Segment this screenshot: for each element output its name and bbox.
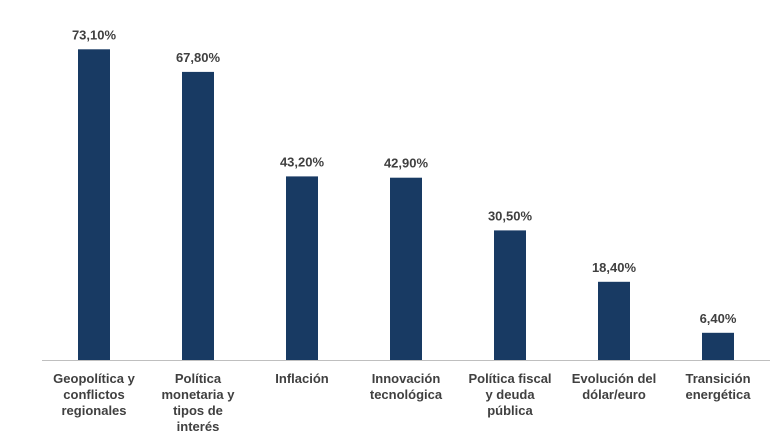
category-label-4-line-2: pública bbox=[487, 403, 533, 418]
category-label-0-line-0: Geopolítica y bbox=[53, 371, 135, 386]
value-label-4: 30,50% bbox=[488, 208, 533, 223]
category-label-5-line-1: dólar/euro bbox=[582, 387, 646, 402]
value-label-2: 43,20% bbox=[280, 154, 325, 169]
category-label-0-line-2: regionales bbox=[61, 403, 126, 418]
value-label-1: 67,80% bbox=[176, 50, 221, 65]
bar-6 bbox=[702, 332, 734, 360]
category-label-1-line-2: tipos de bbox=[173, 403, 223, 418]
bar-3 bbox=[390, 177, 422, 360]
category-label-6-line-0: Transición bbox=[685, 371, 750, 386]
category-label-4-line-0: Política fiscal bbox=[468, 371, 551, 386]
value-label-5: 18,40% bbox=[592, 260, 637, 275]
category-label-2: Inflación bbox=[275, 371, 329, 386]
bar-5 bbox=[598, 281, 630, 360]
category-label-6: Transición energética bbox=[685, 371, 751, 402]
category-label-3: Innovación tecnológica bbox=[370, 371, 443, 402]
value-label-0: 73,10% bbox=[72, 27, 117, 42]
category-label-0: Geopolítica y conflictos regionales bbox=[53, 371, 135, 418]
category-label-1-line-1: monetaria y bbox=[162, 387, 236, 402]
bar-2 bbox=[286, 176, 318, 360]
category-label-4-line-1: y deuda bbox=[485, 387, 535, 402]
category-label-3-line-0: Innovación bbox=[372, 371, 441, 386]
category-label-6-line-1: energética bbox=[685, 387, 751, 402]
category-label-1-line-3: interés bbox=[177, 419, 220, 434]
bars-group bbox=[78, 49, 734, 361]
category-label-5: Evolución del dólar/euro bbox=[572, 371, 657, 402]
category-label-1: Política monetaria y tipos de interés bbox=[162, 371, 236, 434]
value-labels-group: 73,10% 67,80% 43,20% 42,90% 30,50% 18,40% 6,40… bbox=[72, 27, 737, 326]
category-label-5-line-0: Evolución del bbox=[572, 371, 657, 386]
value-label-3: 42,90% bbox=[384, 156, 429, 171]
value-label-6: 6,40% bbox=[700, 311, 737, 326]
category-labels-group: Geopolítica y conflictos regionales Polític… bbox=[53, 371, 751, 434]
category-label-1-line-0: Política bbox=[175, 371, 222, 386]
category-label-4: Política fiscal y deuda pública bbox=[468, 371, 551, 418]
category-label-2-line-0: Inflación bbox=[275, 371, 329, 386]
bar-4 bbox=[494, 230, 526, 360]
bar-0 bbox=[78, 49, 110, 361]
category-label-3-line-1: tecnológica bbox=[370, 387, 443, 402]
bar-1 bbox=[182, 71, 214, 361]
category-label-0-line-1: conflictos bbox=[63, 387, 124, 402]
